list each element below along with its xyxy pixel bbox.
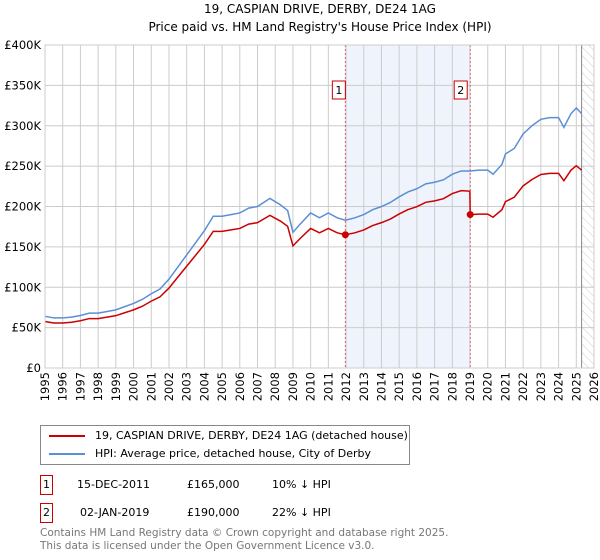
legend-item-property: 19, CASPIAN DRIVE, DERBY, DE24 1AG (deta… — [49, 429, 408, 443]
footer-line: This data is licensed under the Open Gov… — [40, 540, 375, 552]
footer-line: Contains HM Land Registry data © Crown c… — [40, 527, 449, 539]
x-tick-label: 1998 — [91, 372, 105, 401]
x-tick-label: 2026 — [587, 372, 600, 401]
sale-date: 15-DEC-2011 — [77, 478, 151, 491]
sale-badge: 2 — [40, 503, 53, 523]
x-tick-label: 1996 — [56, 372, 70, 401]
chart-subtitle: Price paid vs. HM Land Registry's House … — [148, 20, 491, 34]
x-tick-label: 2006 — [233, 372, 247, 401]
x-tick-label: 2019 — [463, 372, 477, 401]
x-tick-label: 1995 — [38, 372, 52, 401]
sale-price: £190,000 — [187, 506, 240, 519]
sale-row: 1 15-DEC-2011 £165,000 10% ↓ HPI — [40, 475, 540, 495]
x-tick-label: 2023 — [534, 372, 548, 401]
y-tick-label: £0 — [26, 361, 41, 375]
y-tick-label: £350K — [4, 78, 41, 92]
x-tick-label: 2000 — [127, 372, 141, 401]
x-tick-label: 2009 — [286, 372, 300, 401]
sale-delta: 10% ↓ HPI — [272, 478, 331, 491]
x-tick-label: 2014 — [374, 372, 388, 401]
x-tick-label: 1999 — [109, 372, 123, 401]
x-tick-label: 2002 — [162, 372, 176, 401]
plot-frame — [44, 44, 595, 369]
x-tick-label: 2004 — [197, 372, 211, 401]
x-tick-label: 2005 — [215, 372, 229, 401]
x-tick-label: 1997 — [73, 372, 87, 401]
x-tick-label: 2024 — [552, 372, 566, 401]
y-tick-label: £100K — [4, 280, 41, 294]
sale-label: 2 — [457, 84, 464, 97]
x-tick-label: 2025 — [569, 372, 583, 401]
y-tick-label: £150K — [4, 240, 41, 254]
x-tick-label: 2011 — [321, 372, 335, 401]
x-tick-label: 2013 — [357, 372, 371, 401]
price-chart: 19, CASPIAN DRIVE, DERBY, DE24 1AG Price… — [4, 2, 600, 401]
legend: 19, CASPIAN DRIVE, DERBY, DE24 1AG (deta… — [40, 425, 410, 465]
x-tick-label: 2010 — [304, 372, 318, 401]
x-tick-label: 2017 — [428, 372, 442, 401]
x-tick-label: 2007 — [251, 372, 265, 401]
x-tick-label: 2003 — [180, 372, 194, 401]
sale-badge: 1 — [40, 475, 53, 495]
y-tick-label: £50K — [12, 321, 42, 335]
property-price-line — [44, 164, 583, 324]
legend-label: HPI: Average price, detached house, City… — [95, 447, 372, 460]
x-tick-label: 2018 — [445, 372, 459, 401]
y-tick-label: £300K — [4, 119, 41, 133]
legend-label: 19, CASPIAN DRIVE, DERBY, DE24 1AG (deta… — [95, 429, 408, 442]
y-tick-label: £200K — [4, 200, 41, 214]
y-tick-label: £400K — [4, 38, 41, 52]
sale-label-box — [453, 80, 468, 100]
x-tick-label: 2020 — [481, 372, 495, 401]
x-tick-label: 2008 — [268, 372, 282, 401]
sale-delta: 22% ↓ HPI — [272, 506, 331, 519]
sale-point — [341, 231, 349, 239]
sale-date: 02-JAN-2019 — [80, 506, 150, 519]
chart-title: 19, CASPIAN DRIVE, DERBY, DE24 1AG — [204, 2, 436, 16]
blue-line-swatch — [49, 453, 85, 455]
sale-label-box — [331, 80, 346, 100]
x-tick-label: 2012 — [339, 372, 353, 401]
x-tick-label: 2022 — [516, 372, 530, 401]
x-tick-label: 2001 — [144, 372, 158, 401]
legend-item-hpi: HPI: Average price, detached house, City… — [49, 447, 371, 461]
x-tick-label: 2021 — [498, 372, 512, 401]
x-tick-label: 2016 — [410, 372, 424, 401]
red-line-swatch — [49, 435, 85, 437]
footer: Contains HM Land Registry data © Crown c… — [40, 527, 448, 553]
sale-price: £165,000 — [187, 478, 240, 491]
x-tick-label: 2015 — [392, 372, 406, 401]
hpi-line — [44, 106, 583, 319]
sale-point — [466, 211, 474, 219]
y-tick-label: £250K — [4, 159, 41, 173]
sale-row: 2 02-JAN-2019 £190,000 22% ↓ HPI — [40, 503, 540, 523]
sale-label: 1 — [335, 84, 342, 97]
